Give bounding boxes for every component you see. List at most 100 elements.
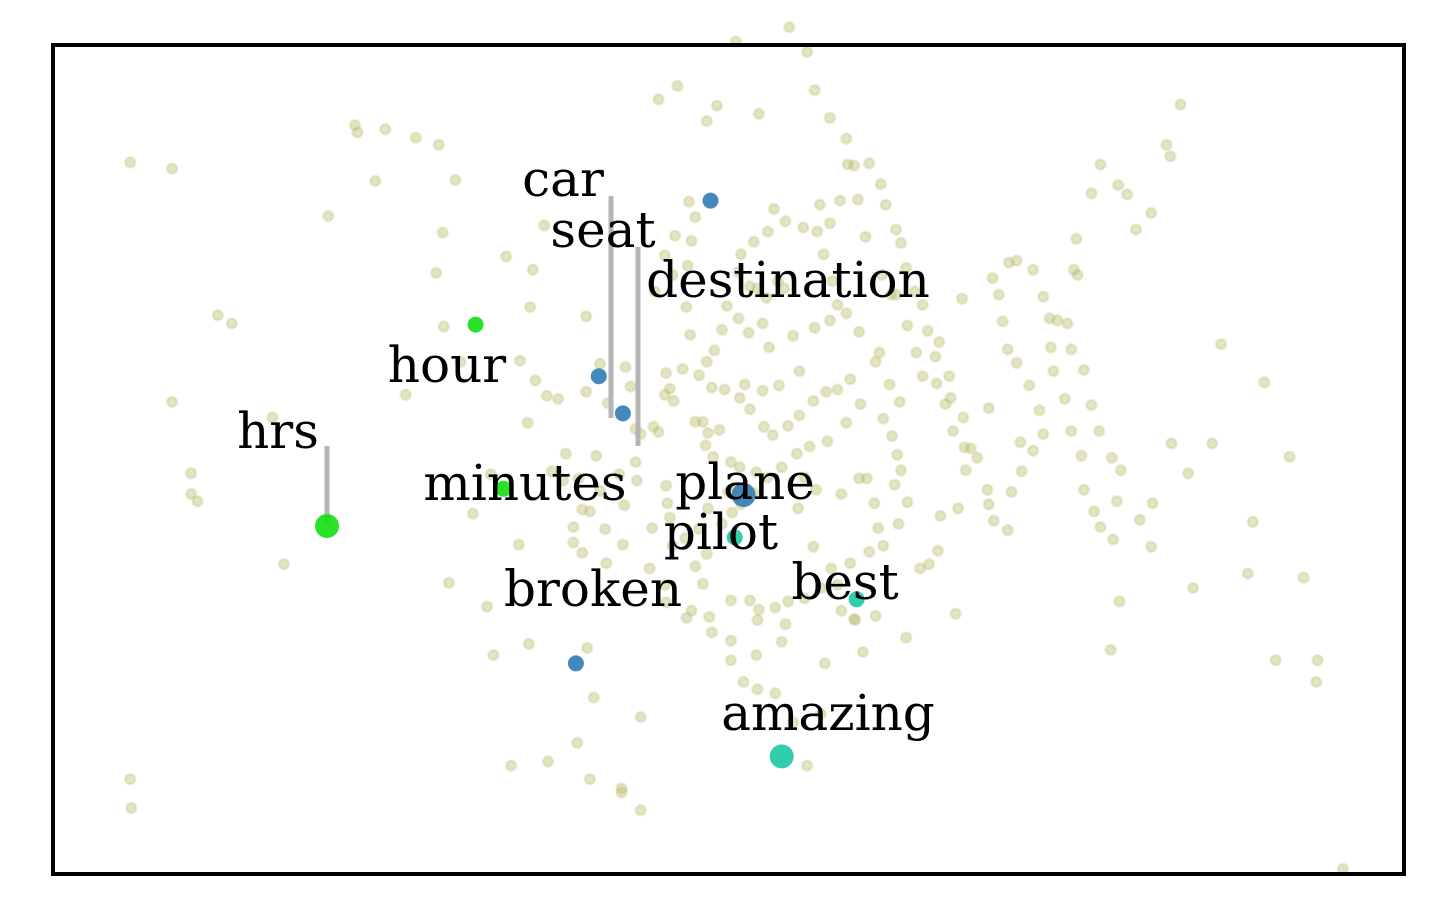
background-point (986, 271, 999, 285)
background-point (676, 362, 689, 376)
label-minutes: minutes (423, 454, 626, 512)
background-point (615, 782, 628, 795)
background-point (951, 502, 965, 515)
background-point (579, 310, 593, 323)
background-point (1310, 675, 1323, 689)
background-point (1010, 356, 1023, 370)
background-point (1010, 254, 1023, 267)
background-point (1129, 223, 1143, 236)
background-point (877, 412, 890, 425)
background-point (513, 354, 527, 367)
background-point (523, 300, 537, 314)
background-point (724, 654, 738, 667)
background-point (761, 471, 774, 484)
background-point (589, 449, 603, 463)
background-point (733, 460, 747, 474)
background-point (1001, 523, 1014, 537)
background-point (600, 556, 613, 570)
background-point (901, 495, 914, 509)
background-point (1258, 376, 1271, 389)
background-point (1085, 398, 1098, 412)
background-point (1023, 379, 1036, 392)
label-pilot: pilot (664, 503, 778, 561)
background-point (814, 581, 828, 595)
background-point (559, 447, 573, 460)
background-point (893, 395, 907, 409)
plot-frame (51, 43, 1406, 876)
background-point (487, 648, 500, 662)
background-point (869, 609, 882, 623)
background-point (835, 604, 848, 617)
background-point (786, 716, 800, 729)
background-point (708, 344, 721, 357)
background-point (843, 373, 857, 386)
background-point (1087, 505, 1101, 518)
background-point (615, 786, 628, 799)
background-point (725, 506, 739, 519)
background-point (211, 309, 225, 322)
point-broken (567, 655, 584, 672)
background-point (849, 613, 862, 627)
background-point (1015, 465, 1028, 478)
background-point (429, 266, 443, 280)
background-point (992, 288, 1006, 301)
background-point (800, 759, 814, 772)
background-point (480, 600, 494, 613)
background-point (1105, 451, 1119, 465)
background-point (661, 497, 674, 510)
background-point (551, 392, 565, 406)
background-point (1085, 187, 1098, 200)
background-point (545, 465, 559, 478)
background-point (1104, 643, 1117, 657)
background-point (1110, 494, 1124, 508)
background-point (859, 230, 872, 244)
background-point (835, 487, 848, 501)
background-point (692, 522, 706, 536)
background-point (964, 442, 978, 455)
background-point (813, 198, 827, 211)
background-point (266, 411, 279, 424)
background-point (1269, 654, 1282, 667)
background-point (781, 595, 795, 608)
background-point (668, 229, 682, 242)
background-point (442, 576, 456, 590)
background-point (884, 288, 898, 301)
background-point (901, 319, 914, 332)
background-point (879, 198, 893, 211)
background-point (1067, 263, 1081, 277)
label-amazing: amazing (721, 684, 935, 742)
background-point (916, 298, 929, 312)
point-car (590, 368, 607, 385)
background-point (322, 209, 335, 223)
background-point (819, 385, 833, 398)
background-point (277, 557, 291, 571)
background-point (873, 346, 886, 359)
background-point (810, 225, 824, 238)
background-point (715, 323, 729, 336)
background-point (1181, 467, 1195, 480)
background-point (761, 225, 774, 238)
background-point (856, 645, 870, 659)
background-point (658, 578, 672, 592)
background-point (757, 420, 771, 434)
background-point (663, 382, 677, 395)
background-point (348, 118, 362, 132)
background-point (769, 601, 782, 614)
background-point (724, 455, 738, 469)
background-point (889, 288, 903, 301)
background-point (869, 355, 882, 369)
background-point (847, 612, 861, 626)
background-point (847, 159, 861, 172)
background-point (738, 378, 752, 391)
background-point (808, 321, 821, 334)
background-point (652, 425, 665, 439)
background-point (775, 635, 788, 648)
background-point (958, 441, 971, 454)
background-point (1037, 290, 1050, 303)
background-point (1165, 437, 1178, 450)
background-point (863, 157, 876, 170)
background-point (379, 123, 392, 136)
background-point (752, 603, 766, 616)
background-point (1058, 392, 1072, 406)
